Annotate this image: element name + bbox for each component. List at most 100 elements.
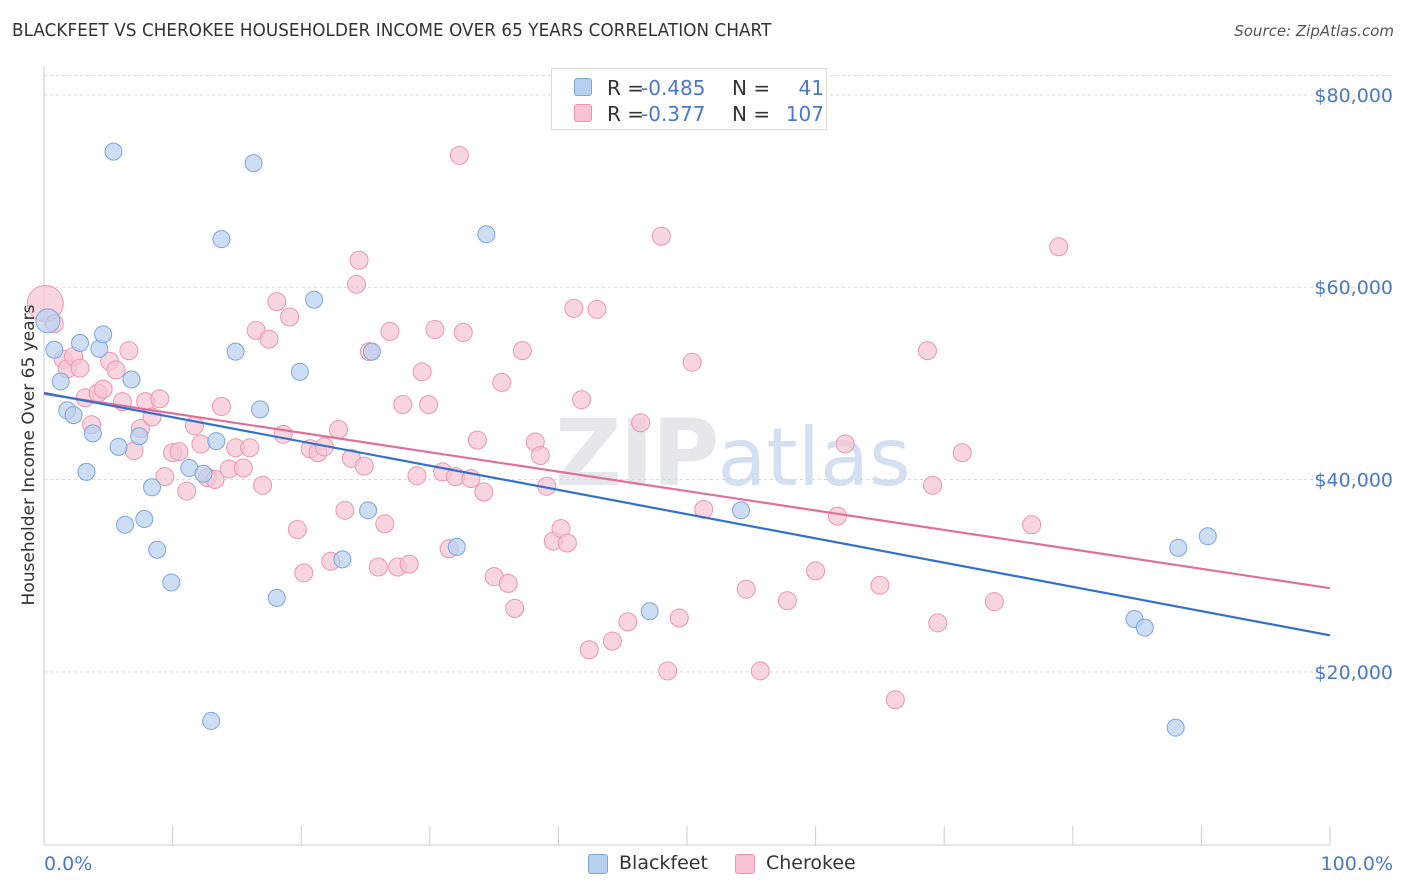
cherokee-point xyxy=(736,579,756,599)
correlation-legend: R = -0.485 N = 41 R = -0.377 N = 107 xyxy=(551,68,827,130)
cherokee-point xyxy=(467,430,487,450)
blackfeet-point xyxy=(207,432,226,451)
cherokee-point xyxy=(579,640,599,660)
cherokee-point xyxy=(328,420,348,440)
blackfeet-point xyxy=(1198,527,1217,546)
cherokee-point xyxy=(119,341,139,361)
cherokee-point xyxy=(669,608,689,628)
cherokee-point xyxy=(407,466,427,486)
cherokee-point xyxy=(211,396,231,416)
blackfeet-point xyxy=(83,424,102,443)
blackfeet-point xyxy=(148,540,167,559)
cherokee-point xyxy=(602,631,622,651)
cherokee-point xyxy=(155,467,175,487)
cherokee-point xyxy=(70,358,90,378)
blackfeet-point xyxy=(104,142,123,161)
cherokee-point xyxy=(870,575,890,595)
cherokee-point xyxy=(267,292,287,312)
blackfeet-point xyxy=(116,515,135,534)
blackfeet-point xyxy=(640,602,659,621)
cherokee-point xyxy=(618,612,638,632)
cherokee-point xyxy=(1049,237,1069,257)
cherokee-point xyxy=(294,563,314,583)
blackfeet-point xyxy=(162,573,181,592)
blackfeet-point xyxy=(135,509,154,528)
y-tick-label: $20,000 xyxy=(1314,662,1393,684)
blackfeet-point xyxy=(477,225,496,244)
cherokee-point xyxy=(474,482,494,502)
y-tick-label: $80,000 xyxy=(1314,85,1393,107)
cherokee-point xyxy=(498,573,518,593)
cherokee-point xyxy=(984,592,1004,612)
cherokee-point xyxy=(380,321,400,341)
cherokee-point xyxy=(240,438,260,458)
cherokee-point xyxy=(564,298,584,318)
source-label: Source: ZipAtlas.com xyxy=(1234,22,1394,40)
cherokee-point xyxy=(917,341,937,361)
cherokee-point xyxy=(346,274,366,294)
cherokee-point xyxy=(587,299,607,319)
blackfeet-point xyxy=(362,342,381,361)
cherokee-point xyxy=(280,307,300,327)
blackfeet-point xyxy=(122,370,141,389)
cherokee-point xyxy=(453,322,473,342)
cherokee-point xyxy=(191,434,211,454)
cherokee-points xyxy=(26,145,1069,710)
cherokee-point xyxy=(287,520,307,540)
blackfeet-point xyxy=(359,501,378,520)
cherokee-point xyxy=(512,341,532,361)
cherokee-point xyxy=(259,329,279,349)
cherokee-point xyxy=(827,506,847,526)
cherokee-point xyxy=(93,379,113,399)
blackfeet-trend-line xyxy=(43,391,1331,637)
cherokee-point xyxy=(651,226,671,246)
cherokee-point xyxy=(658,661,678,681)
cherokee-point xyxy=(349,250,369,270)
tick-labels: $20,000 $40,000 $60,000 $80,000 0.0% 100.0% xyxy=(44,85,1393,875)
cherokee-point xyxy=(177,481,197,501)
cherokee-point xyxy=(835,434,855,454)
cherokee-point xyxy=(572,390,592,410)
blackfeet-point xyxy=(305,290,324,309)
cherokee-swatch xyxy=(574,104,592,122)
blackfeet-point xyxy=(64,406,83,425)
cherokee-point xyxy=(419,395,439,415)
cherokee-point xyxy=(492,372,512,392)
cherokee-point xyxy=(631,413,651,433)
blackfeet-point xyxy=(202,711,221,730)
y-tick-label: $60,000 xyxy=(1314,277,1393,299)
blackfeet-point xyxy=(290,362,309,381)
cherokee-point xyxy=(425,320,445,340)
cherokee-point xyxy=(412,362,432,382)
cherokee-point xyxy=(335,500,355,520)
chart-title: BLACKFEET VS CHEROKEE HOUSEHOLDER INCOME… xyxy=(12,20,772,41)
blackfeet-point xyxy=(94,325,113,344)
blackfeet-point xyxy=(51,372,70,391)
blackfeet-point xyxy=(212,230,231,249)
cherokee-point xyxy=(393,395,413,415)
x-tick-label: 100.0% xyxy=(1321,853,1393,875)
cherokee-trend-line xyxy=(43,392,1331,590)
blackfeet-point xyxy=(77,462,96,481)
blackfeet-swatch xyxy=(588,854,608,874)
blackfeet-point xyxy=(1166,718,1185,737)
cherokee-point xyxy=(928,613,948,633)
cherokee-point xyxy=(106,360,126,380)
r-label: R = xyxy=(607,76,645,100)
blackfeet-point xyxy=(244,154,263,173)
blackfeet-points xyxy=(35,142,1217,737)
cherokee-point xyxy=(682,352,702,372)
blackfeet-point xyxy=(1169,538,1188,557)
blackfeet-point xyxy=(71,333,90,352)
y-axis-label: Householder Income Over 65 years xyxy=(19,304,39,605)
blackfeet-point xyxy=(1135,618,1154,637)
cherokee-point xyxy=(169,442,189,462)
blackfeet-point xyxy=(447,537,466,556)
axes xyxy=(43,66,1331,846)
r-value: -0.485 xyxy=(641,76,706,100)
blackfeet-point xyxy=(109,437,128,456)
blackfeet-point xyxy=(143,478,162,497)
cherokee-point xyxy=(777,591,797,611)
x-tick-label: 0.0% xyxy=(44,853,92,875)
blackfeet-point xyxy=(333,550,352,569)
